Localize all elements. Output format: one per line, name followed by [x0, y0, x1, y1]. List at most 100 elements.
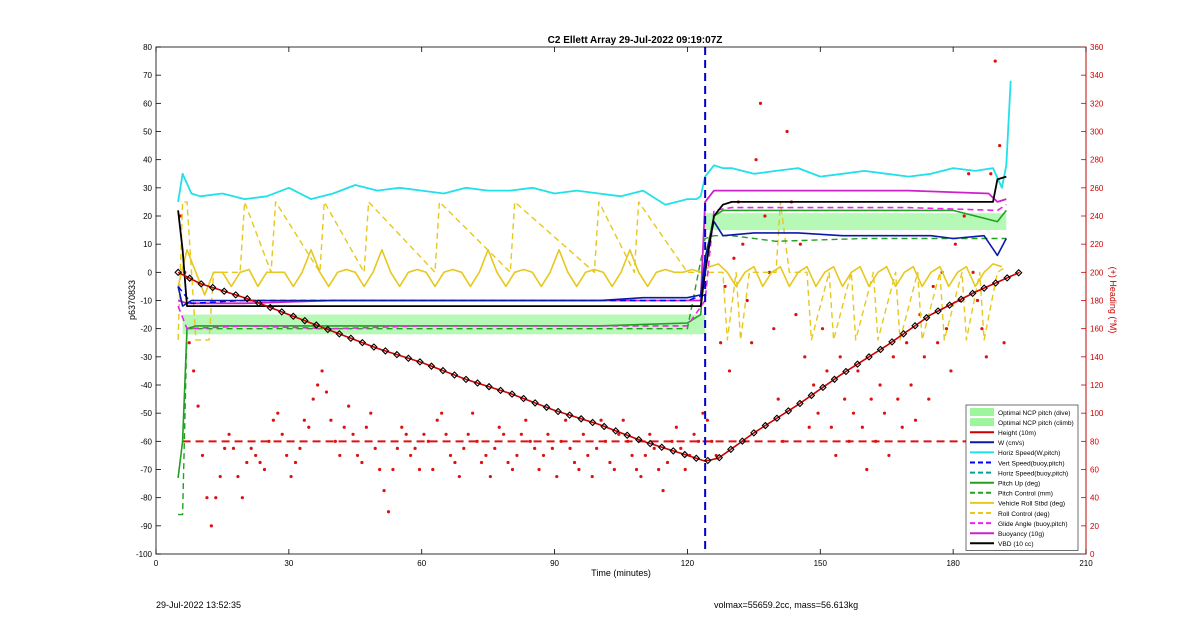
y2-tick-label: 320 — [1090, 99, 1104, 108]
legend: Optimal NCP pitch (dive) Optimal NCP pitc… — [965, 404, 1079, 551]
heading-point — [630, 453, 634, 458]
heading-point — [249, 446, 253, 450]
heading-point — [936, 341, 940, 345]
height-marker — [462, 375, 470, 384]
height-marker — [174, 268, 182, 277]
y2-tick-label: 160 — [1090, 325, 1104, 334]
heading-point — [214, 496, 218, 500]
height-marker — [381, 347, 390, 355]
heading-point — [838, 355, 842, 359]
heading-point — [559, 439, 563, 443]
heading-point — [338, 453, 342, 458]
heading-point — [882, 411, 887, 415]
heading-point — [537, 467, 541, 472]
heading-point — [395, 446, 399, 450]
y-tick-label: 0 — [148, 268, 153, 277]
heading-point — [311, 397, 315, 401]
height-marker — [819, 383, 827, 392]
heading-point — [865, 467, 869, 472]
x-tick-label: 60 — [417, 559, 426, 568]
height-marker — [634, 435, 643, 444]
heading-point — [670, 439, 674, 443]
height-marker — [347, 334, 355, 343]
y2-tick-label: 140 — [1090, 353, 1104, 362]
height-marker — [945, 301, 954, 309]
legend-label: Optimal NCP pitch (climb) — [998, 420, 1074, 427]
series-horiz_w — [177, 80, 1012, 206]
heading-point — [351, 432, 355, 436]
heading-point — [280, 432, 284, 436]
heading-point — [834, 453, 838, 458]
y-tick-label: -70 — [140, 466, 152, 475]
height-marker — [853, 360, 862, 368]
heading-point — [758, 101, 763, 105]
y-tick-label: -40 — [140, 381, 152, 390]
heading-point — [608, 460, 612, 465]
heading-point — [829, 425, 833, 429]
y-tick-label: 50 — [143, 128, 152, 137]
height-marker — [899, 330, 908, 338]
height-marker — [692, 454, 701, 463]
height-markers — [174, 268, 1023, 465]
heading-point — [723, 284, 727, 289]
heading-point — [962, 214, 966, 218]
heading-point — [196, 404, 200, 408]
heading-point — [426, 439, 430, 443]
heading-point — [900, 425, 904, 429]
height-marker — [358, 338, 367, 347]
heading-point — [276, 411, 280, 415]
heading-point — [546, 432, 550, 436]
legend-swatch — [970, 408, 994, 416]
height-marker — [600, 422, 608, 431]
height-marker — [519, 394, 528, 403]
heading-point — [754, 158, 758, 162]
heading-point — [860, 425, 864, 429]
height-marker — [646, 439, 655, 448]
heading-point — [413, 446, 417, 450]
legend-label: Horiz Speed(buoy,pitch) — [998, 470, 1068, 477]
heading-point — [763, 214, 767, 218]
y2-tick-label: 120 — [1090, 381, 1104, 390]
heading-point — [453, 460, 457, 465]
heading-point — [457, 474, 461, 479]
height-marker — [289, 312, 298, 321]
x-tick-label: 150 — [814, 559, 828, 568]
height-marker — [185, 274, 194, 282]
height-marker — [980, 284, 988, 292]
heading-point — [772, 327, 776, 331]
heading-point — [200, 453, 205, 458]
heading-point — [488, 474, 492, 479]
y2-tick-label: 100 — [1090, 409, 1104, 418]
heading-point — [856, 369, 860, 373]
y2-tick-label: 260 — [1090, 184, 1104, 193]
legend-label: VBD (10 cc) — [998, 541, 1034, 548]
height-marker — [761, 421, 770, 430]
height-marker — [968, 289, 977, 298]
heading-point — [236, 474, 240, 479]
heading-point — [400, 425, 404, 429]
heading-point — [493, 446, 497, 450]
heading-point — [533, 446, 537, 450]
heading-point — [971, 270, 975, 274]
height-marker — [370, 343, 378, 351]
heading-point — [794, 312, 798, 317]
heading-point — [515, 453, 519, 458]
heading-point — [471, 411, 475, 415]
heading-point — [820, 327, 825, 331]
height-marker — [254, 299, 263, 307]
y2-tick-label: 40 — [1090, 494, 1099, 503]
legend-label: Optimal NCP pitch (dive) — [998, 410, 1070, 417]
height-marker — [439, 366, 447, 375]
heading-point — [980, 327, 984, 331]
heading-point — [289, 474, 293, 479]
series-height — [177, 271, 1020, 462]
height-marker — [922, 313, 931, 322]
heading-point — [807, 425, 811, 429]
heading-point — [692, 432, 696, 436]
height-marker — [888, 338, 896, 346]
heading-point — [564, 418, 568, 422]
heading-point — [320, 369, 324, 373]
heading-point — [409, 453, 413, 458]
heading-point — [732, 256, 736, 260]
